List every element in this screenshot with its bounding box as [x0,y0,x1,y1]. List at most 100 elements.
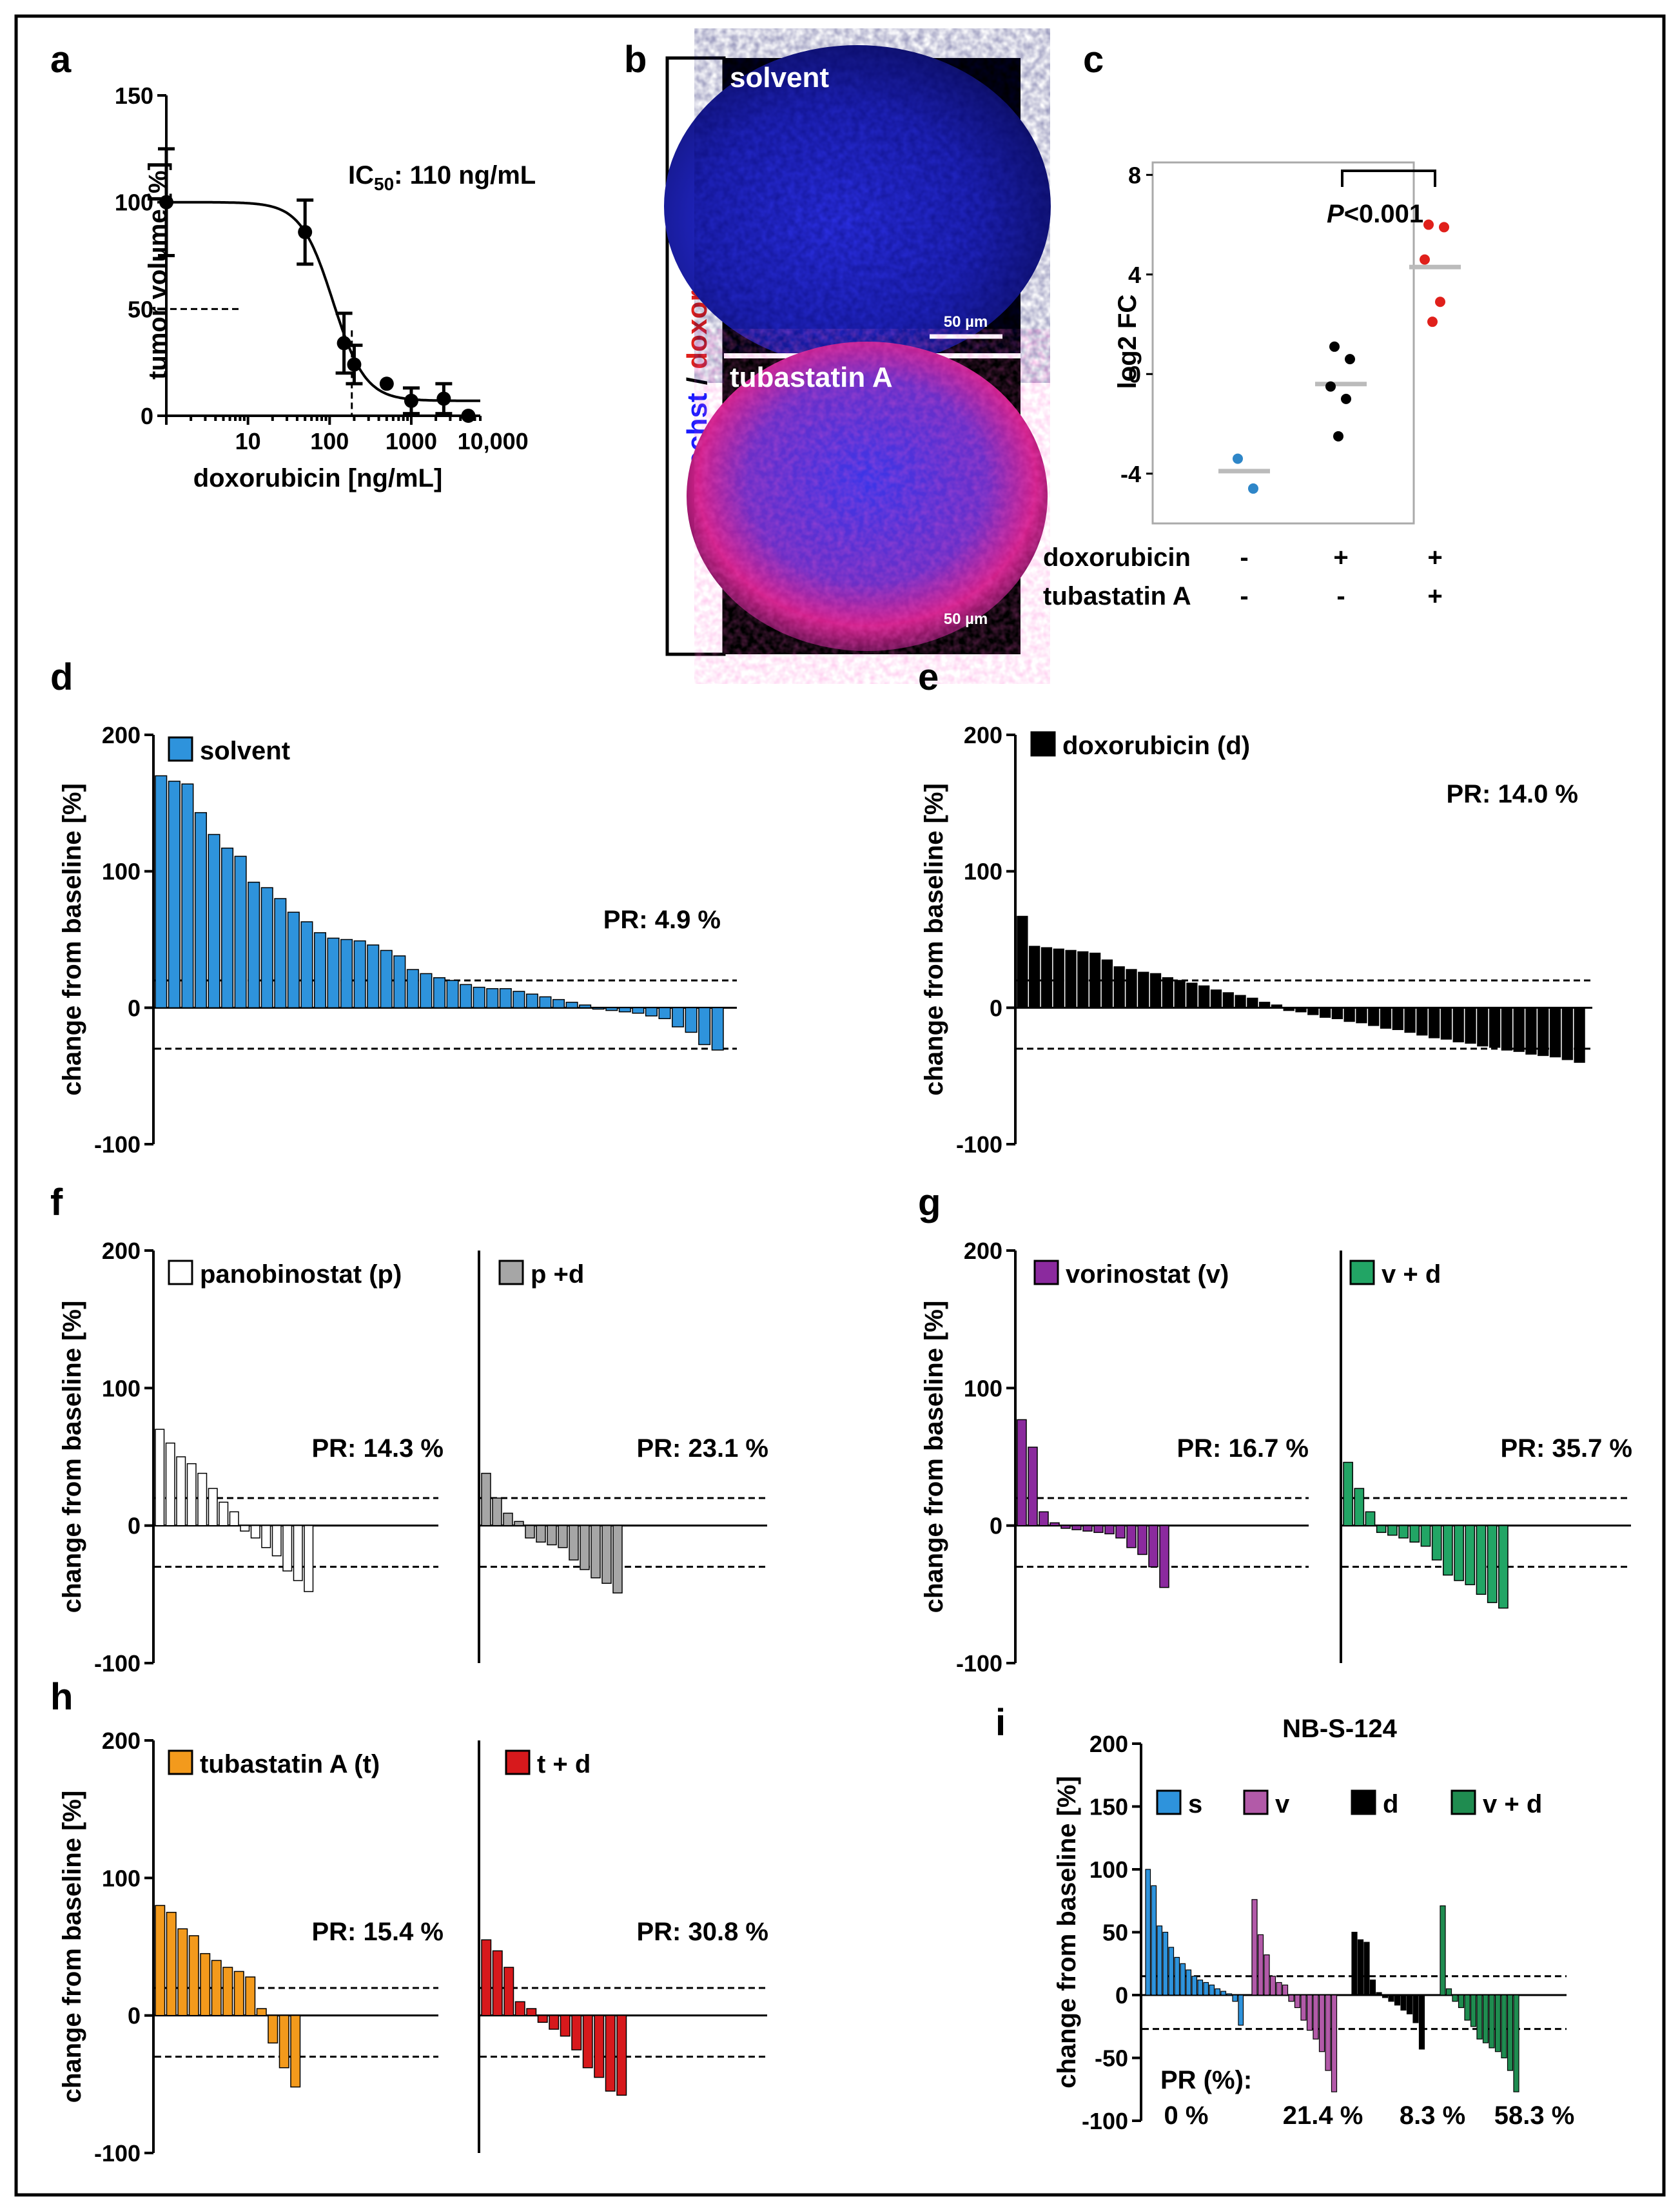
g1-bars-bar [1060,1524,1071,1529]
i-bar [1400,1994,1407,2011]
i-bar [1215,1988,1221,1996]
f1-bars-bar [282,1524,293,1572]
e-bars-bar [1561,1007,1573,1060]
micrograph-tubastatin: tubastatin A 50 µm [687,342,1048,654]
e-bars-bar [1356,1007,1367,1024]
d-bars-bar [658,1007,671,1020]
d-bars-bar [592,1007,605,1010]
i-pr-value: 21.4 % [1283,2101,1363,2130]
e-bars-legend-label: doxorubicin (d) [1062,732,1250,760]
f2-bars-bar [503,1512,513,1526]
panel-label-e: e [918,656,939,698]
i-bar [1513,1994,1519,2092]
e-bars-bar [1538,1007,1549,1057]
d-bars-bar [420,973,433,1009]
d-bars-legend-swatch [168,736,193,762]
e-ytick-label: -100 [956,1131,1002,1158]
d-bars-pr-label: PR: 4.9 % [603,906,721,934]
e-ytick-label: 200 [964,722,1002,748]
e-axis: -100 0 100 200 change from baseline [%] [920,722,1017,1158]
f2-bars-legend-swatch [498,1260,524,1285]
g1-ytick-label: 100 [964,1375,1002,1401]
panel-label-h: h [50,1676,73,1718]
f1-bars-bar [250,1524,260,1539]
g1-bars: vorinostat (v) PR: 16.7 % [1017,1260,1309,1588]
f2-bars-bar [580,1524,590,1570]
c-data-point [1439,222,1449,233]
e-bars-bar [1343,1007,1355,1022]
d-bars-bar [406,969,419,1009]
i-bar [1251,1899,1258,1996]
h2-bars: t + d PR: 30.8 % [480,1749,768,2096]
c-data-point [1427,317,1438,327]
d-bars-bar [168,781,181,1009]
i-bar [1470,1994,1477,2027]
row-label-tubastatin: tubastatin A [1043,582,1191,610]
c-data-point [1341,393,1351,404]
f1-ytick-label: 100 [102,1375,141,1401]
c-sign: - [1240,543,1248,572]
d-bars-bar [287,911,300,1009]
h2-bars-bar [514,2001,525,2016]
e-bars-pr-label: PR: 14.0 % [1446,780,1578,808]
d-bars-bar [473,986,485,1009]
h2-bars-bar [549,2014,560,2030]
h1-bars-bar [177,1928,188,2016]
g1-bars-legend-swatch [1033,1260,1059,1285]
g2-bars-bar [1409,1524,1420,1543]
f2-bars-bar [481,1472,491,1526]
i-title: NB-S-124 [1282,1715,1398,1743]
f1-ytick-label: 200 [102,1238,141,1264]
h1-bars-bar [188,1935,199,2016]
d-bars-bar [552,998,565,1009]
g2-bars-bar [1387,1524,1398,1536]
g1-bars-bar [1028,1446,1038,1526]
figure-frame [14,14,1666,2197]
c-data-point [1329,341,1340,352]
g2-bars-bar [1498,1524,1509,1609]
e-bars-bar [1452,1007,1464,1043]
e-bars-bar [1525,1007,1537,1055]
d-bars-bar [234,855,247,1009]
f1-bars-bar [229,1511,239,1526]
d-bars-bar [499,988,512,1009]
i-group-2: d 8.3 % [1351,1789,1465,2130]
g1-ytick-label: 0 [990,1513,1002,1539]
i-bar [1476,1994,1483,2040]
g2-bars-bar [1431,1524,1442,1561]
d-bars-bar [711,1007,724,1051]
g1-bars-legend-label: vorinostat (v) [1066,1260,1229,1289]
i-bar [1209,1984,1215,1996]
e-ytick-label: 100 [964,859,1002,885]
i-legend-swatch [1243,1789,1269,1815]
i-bar [1507,1994,1514,2071]
e-bars-bar [1113,966,1125,1009]
row-label-doxorubicin: doxorubicin [1043,543,1191,572]
panel-c-ylabel: log2 FC [1113,295,1142,389]
panel-label-a: a [50,39,72,81]
h1-axis: -100 0 100 200 change from baseline [%] [58,1728,155,2167]
e-bars-bar [1174,980,1186,1009]
h1-ytick-label: 100 [102,1865,141,1891]
i-legend-label: d [1383,1790,1398,1818]
i-bar [1300,1994,1307,2021]
f2-bars-bar [591,1524,601,1579]
f1-bars-bar [219,1501,229,1526]
e-bars-bar [1247,997,1258,1009]
a-data-point [337,336,351,351]
e-ytick-label: 0 [990,995,1002,1021]
i-bar [1157,1925,1163,1996]
panel-label-b: b [624,39,647,81]
h2-bars-bar [616,2014,627,2096]
h2-bars-bar [492,1950,503,2016]
i-bar [1313,1994,1319,2040]
d-bars-bar [672,1007,685,1028]
d-bars-bar [327,937,340,1009]
i-bar [1376,1992,1382,1996]
i-ytick-label: 200 [1089,1731,1128,1757]
i-bar [1406,1994,1413,2014]
e-bars-bar [1368,1007,1380,1026]
h2-bars-bar [503,1967,514,2016]
i-bar [1458,1994,1465,2009]
i-bar [1363,1942,1370,1996]
